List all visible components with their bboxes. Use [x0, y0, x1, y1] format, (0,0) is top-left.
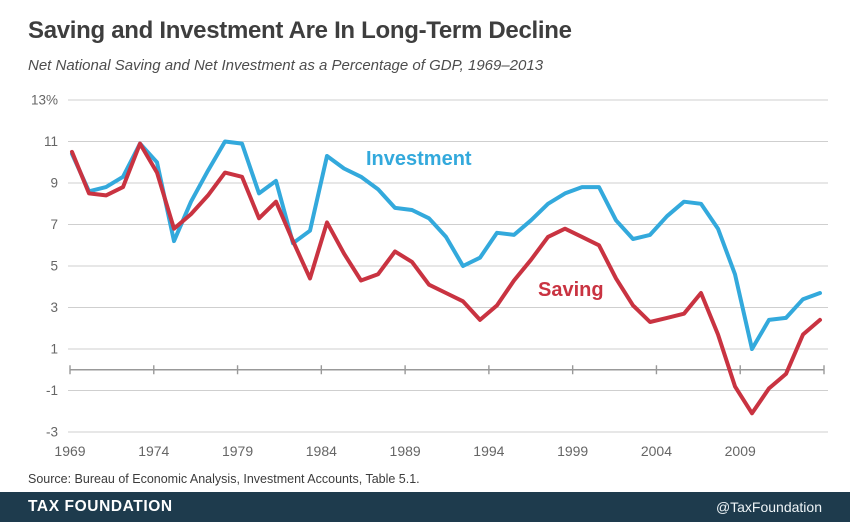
y-axis-label: 1 — [50, 342, 58, 357]
series-label-saving: Saving — [538, 279, 604, 301]
chart-canvas: 13% 11 9 7 5 3 1 -1 -3 1969 1974 1979 1984 1989 1994 19… — [31, 93, 828, 459]
footer-bar: TAX FOUNDATION @TaxFoundation — [0, 492, 850, 522]
brand-name: TAX FOUNDATION — [28, 498, 173, 515]
page-subtitle: Net National Saving and Net Investment a… — [28, 57, 544, 74]
x-axis-label: 1979 — [222, 443, 253, 459]
x-axis-label: 2009 — [725, 443, 756, 459]
y-axis-label: 11 — [44, 134, 58, 149]
x-axis-label: 2004 — [641, 443, 672, 459]
x-axis-label: 1969 — [54, 443, 85, 459]
y-axis-label: 9 — [50, 176, 58, 191]
x-axis-label: 1984 — [306, 443, 337, 459]
twitter-handle: @TaxFoundation — [715, 499, 822, 515]
series-line-saving — [70, 141, 822, 416]
y-axis-label: 5 — [50, 259, 58, 274]
x-axis-label: 1994 — [473, 443, 504, 459]
source-note: Source: Bureau of Economic Analysis, Inv… — [28, 472, 420, 486]
series-line-investment — [70, 139, 822, 351]
y-axis-label: -1 — [46, 383, 58, 398]
y-axis-label: 3 — [50, 300, 58, 315]
y-axis-label: 13% — [31, 93, 58, 108]
x-axis-label: 1989 — [390, 443, 421, 459]
y-axis-label: -3 — [46, 425, 58, 440]
series-label-investment: Investment — [366, 148, 472, 170]
y-axis-label: 7 — [50, 217, 58, 232]
x-axis-label: 1974 — [138, 443, 169, 459]
x-axis-label: 1999 — [557, 443, 588, 459]
page-title: Saving and Investment Are In Long-Term D… — [28, 17, 572, 44]
